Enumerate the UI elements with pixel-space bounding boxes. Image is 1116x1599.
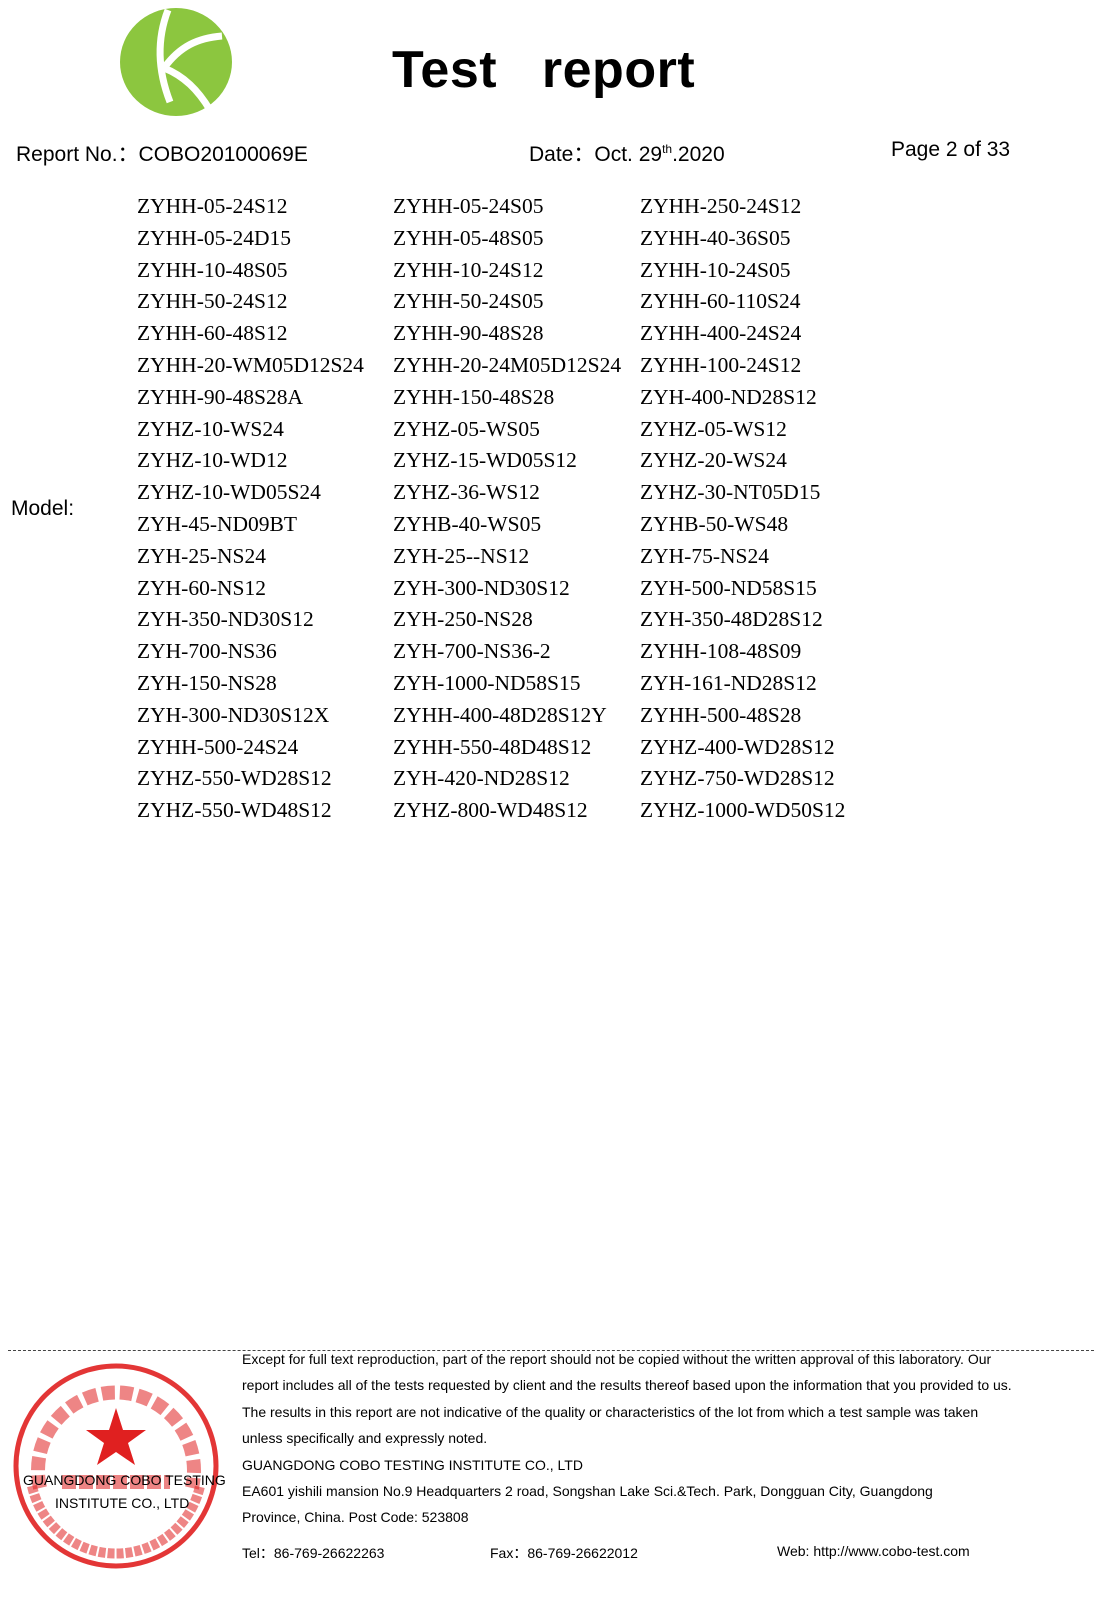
- report-number: Report No.：COBO20100069E: [16, 143, 308, 166]
- model-entry: ZYH-350-ND30S12: [137, 607, 314, 632]
- model-entry: ZYHH-10-24S12: [393, 257, 544, 282]
- model-entry: ZYHH-40-36S05: [640, 225, 791, 250]
- footer-line: Province, China. Post Code: 523808: [242, 1509, 469, 1526]
- footer-tel: Tel：86-769-26622263: [242, 1545, 385, 1561]
- stamp-overlay-line2: INSTITUTE CO., LTD: [55, 1495, 190, 1511]
- model-entry: ZYH-25-NS24: [137, 543, 266, 568]
- model-entry: ZYHZ-30-NT05D15: [640, 480, 821, 505]
- model-entry: ZYH-420-ND28S12: [393, 766, 570, 791]
- footer-line: EA601 yishili mansion No.9 Headquarters …: [242, 1483, 933, 1499]
- model-entry: ZYHH-108-48S09: [640, 639, 802, 664]
- model-entry: ZYHH-400-48D28S12Y: [393, 702, 607, 727]
- model-entry: ZYHZ-20-WS24: [640, 448, 787, 473]
- date-text: Date：Oct. 29: [529, 143, 663, 166]
- model-entry: ZYHH-400-24S24: [640, 321, 802, 346]
- page-title: Test report: [392, 41, 696, 99]
- model-entry: ZYHZ-550-WD28S12: [137, 766, 332, 791]
- footer-line: report includes all of the tests request…: [242, 1377, 1012, 1394]
- model-entry: ZYHH-250-24S12: [640, 194, 802, 218]
- model-entry: ZYHZ-10-WD12: [137, 448, 288, 473]
- model-entry: ZYHB-50-WS48: [640, 512, 789, 536]
- model-entry: ZYH-500-ND58S15: [640, 575, 817, 600]
- model-entry: ZYHH-05-24D15: [137, 225, 292, 250]
- model-entry: ZYHH-90-48S28A: [137, 384, 304, 409]
- model-entry: ZYHZ-15-WD05S12: [393, 448, 577, 473]
- report-date: Date：Oct. 29th.2020: [529, 138, 725, 168]
- date-year: .2020: [672, 143, 725, 166]
- model-entry: ZYHZ-05-WS12: [640, 416, 787, 441]
- model-entry: ZYHH-10-24S05: [640, 257, 791, 282]
- model-entry: ZYHZ-10-WS24: [137, 416, 284, 441]
- footer-web[interactable]: Web: http://www.cobo-test.com: [777, 1543, 970, 1559]
- model-entry: ZYH-700-NS36-2: [393, 639, 551, 664]
- model-entry: ZYHZ-36-WS12: [393, 480, 540, 505]
- model-entry: ZYH-300-ND30S12: [393, 575, 570, 600]
- model-entry: ZYHH-90-48S28: [393, 321, 544, 346]
- footer-line: unless specifically and expressly noted.: [242, 1430, 488, 1447]
- model-entry: ZYHH-20-24M05D12S24: [393, 353, 622, 377]
- model-entry: ZYHH-60-110S24: [640, 289, 801, 314]
- model-entry: ZYH-1000-ND58S15: [393, 671, 581, 695]
- model-entry: ZYHH-05-48S05: [393, 225, 544, 250]
- stamp-overlay-line1: GUANGDONG COBO TESTING: [23, 1472, 226, 1488]
- cobo-logo: [120, 8, 232, 116]
- model-entry: ZYHZ-800-WD48S12: [393, 798, 588, 823]
- page-number: Page 2 of 33: [891, 138, 1011, 161]
- model-entry: ZYHH-05-24S12: [137, 194, 288, 218]
- model-entry: ZYHH-20-WM05D12S24: [137, 353, 364, 377]
- model-entry: ZYHZ-10-WD05S24: [137, 480, 321, 505]
- date-ordinal: th: [662, 142, 673, 156]
- model-entry: ZYH-60-NS12: [137, 575, 266, 600]
- footer-line: Except for full text reproduction, part …: [242, 1351, 992, 1367]
- model-entry: ZYH-250-NS28: [393, 607, 533, 632]
- model-entry: ZYH-45-ND09BT: [137, 512, 298, 536]
- model-entry: ZYHZ-750-WD28S12: [640, 766, 835, 791]
- model-entry: ZYH-150-NS28: [137, 671, 277, 695]
- model-entry: ZYH-700-NS36: [137, 639, 277, 664]
- footer-line: The results in this report are not indic…: [242, 1403, 979, 1420]
- model-entry: ZYH-300-ND30S12X: [137, 702, 330, 727]
- model-entry: ZYHZ-1000-WD50S12: [640, 798, 846, 823]
- company-seal-stamp: [13, 1363, 219, 1569]
- model-entry: ZYHZ-550-WD48S12: [137, 798, 332, 823]
- footer-divider: [8, 1350, 1094, 1351]
- model-entry: ZYHH-500-24S24: [137, 734, 299, 759]
- model-entry: ZYH-161-ND28S12: [640, 671, 817, 695]
- model-entry: ZYH-25--NS12: [393, 543, 530, 568]
- model-entry: ZYHH-10-48S05: [137, 257, 288, 282]
- model-entry: ZYHH-150-48S28: [393, 384, 555, 409]
- model-entry: ZYHH-50-24S05: [393, 289, 544, 314]
- model-entry: ZYHH-550-48D48S12: [393, 734, 592, 759]
- model-entry: ZYHH-50-24S12: [137, 289, 288, 314]
- model-entry: ZYHZ-400-WD28S12: [640, 734, 835, 759]
- model-entry: ZYH-75-NS24: [640, 543, 769, 568]
- model-entry: ZYHH-05-24S05: [393, 194, 544, 218]
- footer-line: GUANGDONG COBO TESTING INSTITUTE CO., LT…: [242, 1456, 583, 1473]
- footer-fax: Fax：86-769-26622012: [490, 1545, 638, 1561]
- model-entry: ZYHH-100-24S12: [640, 353, 802, 377]
- model-label: Model:: [11, 497, 75, 520]
- model-entry: ZYHH-500-48S28: [640, 702, 802, 727]
- model-entry: ZYHB-40-WS05: [393, 512, 542, 536]
- model-entry: ZYHZ-05-WS05: [393, 416, 540, 441]
- model-entry: ZYH-400-ND28S12: [640, 384, 817, 409]
- model-entry: ZYHH-60-48S12: [137, 321, 288, 346]
- model-entry: ZYH-350-48D28S12: [640, 607, 823, 632]
